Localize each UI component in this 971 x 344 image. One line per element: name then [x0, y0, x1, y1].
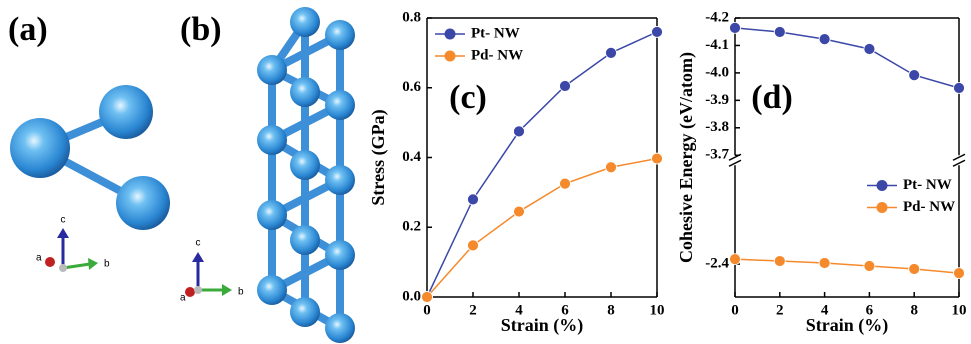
axis-label: a [180, 293, 186, 304]
data-point [774, 256, 785, 267]
data-point [652, 153, 663, 164]
x-tick-label: 0 [731, 302, 739, 318]
x-axis-label: Strain (%) [806, 315, 889, 336]
series-line [427, 159, 657, 297]
data-point [954, 268, 965, 279]
x-tick-label: 8 [607, 302, 615, 318]
y-tick-label: -3.9 [705, 92, 729, 108]
y-tick-label: 0.4 [402, 149, 421, 165]
structure-b [185, 7, 355, 343]
data-point [514, 206, 525, 217]
y-axis-label: Stress (GPa) [368, 109, 389, 205]
x-axis-label: Strain (%) [501, 315, 584, 336]
axis-label: b [238, 287, 244, 298]
data-point [730, 254, 741, 265]
y-tick-label: -4.0 [705, 64, 729, 80]
data-point [864, 44, 875, 55]
data-point [606, 47, 617, 58]
y-tick-label: -4.1 [705, 37, 729, 53]
y-tick-label: -4.2 [705, 9, 729, 25]
data-point [819, 34, 830, 45]
panel-label: (d) [751, 79, 793, 116]
panel-label: (b) [180, 11, 222, 48]
y-tick-label: 0.2 [402, 219, 421, 235]
legend-label: Pd- NW [903, 199, 955, 215]
y-tick-label: 0.0 [402, 288, 421, 304]
y-tick-label: -3.8 [705, 119, 729, 135]
legend-marker [445, 29, 456, 40]
x-tick-label: 2 [469, 302, 477, 318]
axis-label: c [196, 238, 201, 249]
y-tick-label: -2.4 [705, 255, 729, 271]
data-point [468, 240, 479, 251]
panel-label: (a) [8, 11, 48, 48]
x-tick-label: 2 [776, 302, 784, 318]
series-line [735, 259, 959, 273]
data-point [864, 260, 875, 271]
x-tick-label: 0 [423, 302, 431, 318]
legend-marker [877, 180, 888, 191]
data-point [909, 264, 920, 275]
data-point [954, 82, 965, 93]
data-point [774, 26, 785, 37]
y-axis-label: Cohesive Energy (eV/atom) [676, 52, 697, 263]
figure: (a) c b a (b) c b a 02468100.00.20.40.60… [0, 0, 971, 344]
data-point [730, 22, 741, 33]
y-tick-label: 0.6 [402, 79, 421, 95]
axis-label: c [61, 215, 66, 226]
data-point [819, 257, 830, 268]
legend-label: Pt- NW [471, 25, 520, 41]
data-point [514, 126, 525, 137]
x-tick-label: 8 [910, 302, 918, 318]
structure-a [10, 85, 170, 272]
data-point [606, 162, 617, 173]
data-point [652, 26, 663, 37]
y-tick-label: 0.8 [402, 9, 421, 25]
data-point [560, 81, 571, 92]
x-tick-label: 10 [952, 302, 967, 318]
panel-label: (c) [449, 79, 487, 116]
legend-marker [877, 202, 888, 213]
legend-label: Pd- NW [471, 47, 523, 63]
x-tick-label: 10 [650, 302, 665, 318]
axis-label: b [104, 259, 110, 270]
data-point [422, 292, 433, 303]
axis-label: a [36, 253, 42, 264]
data-point [560, 178, 571, 189]
legend-label: Pt- NW [903, 177, 952, 193]
data-point [468, 194, 479, 205]
y-tick-label: -3.7 [705, 147, 729, 163]
legend-marker [445, 51, 456, 62]
data-point [909, 70, 920, 81]
